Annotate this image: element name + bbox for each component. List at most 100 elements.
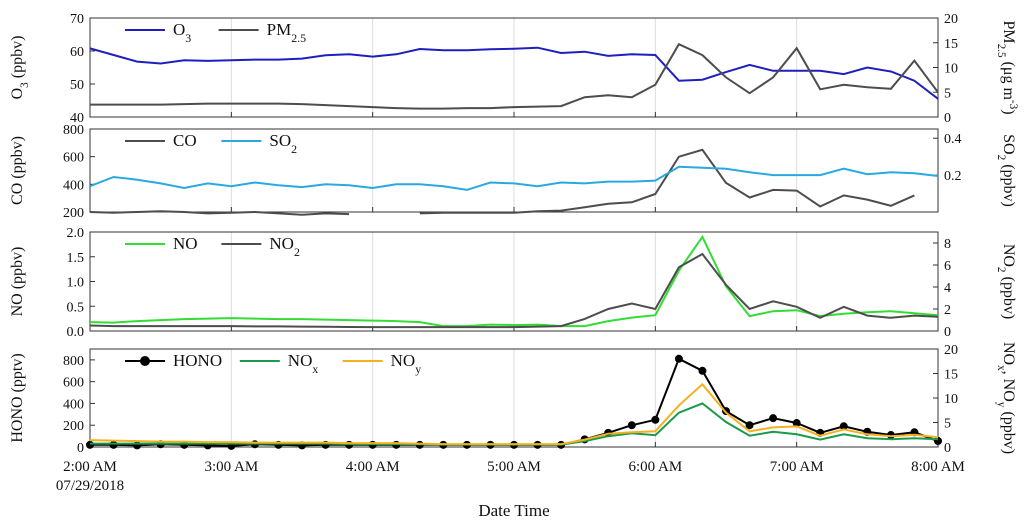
- right-tick-label-1: 0.4: [944, 132, 962, 147]
- series-line: [89, 234, 939, 328]
- legend-label: NO: [173, 234, 198, 253]
- right-tick-label-2: 10: [944, 62, 958, 77]
- right-axis-title-part-2: , NO: [1000, 371, 1017, 402]
- right-axis-title-part-0: NO: [1000, 244, 1017, 267]
- series-line: [89, 252, 939, 329]
- legend-label-part-0: NO: [173, 234, 198, 253]
- x-tick-label-2: 4:00 AM: [346, 459, 400, 475]
- right-axis-title-part-3: y: [995, 402, 1007, 408]
- right-tick-label-4: 20: [944, 12, 958, 27]
- left-tick-label-2: 60: [70, 45, 84, 60]
- x-tick-label-5: 7:00 AM: [770, 459, 824, 475]
- x-axis-title: Date Time: [478, 501, 549, 520]
- left-tick-label-2: 600: [63, 151, 84, 166]
- data-point-23: [627, 421, 636, 430]
- right-axis-title-part-2: (μg m: [1000, 58, 1017, 101]
- series-line: [89, 165, 939, 191]
- left-tick-label-2: 400: [63, 397, 84, 412]
- data-point-26: [698, 366, 707, 375]
- legend-label-part-1: x: [312, 362, 318, 376]
- right-axis-title-part-4: -3: [1007, 100, 1019, 110]
- legend-label-part-0: O: [173, 20, 185, 39]
- series-line: [89, 46, 939, 100]
- left-tick-label-2: 1.0: [67, 276, 85, 291]
- data-point-1: [109, 440, 118, 449]
- right-axis-title-part-5: ): [1000, 109, 1017, 114]
- legend-label-part-1: 2: [291, 142, 297, 156]
- x-tick-label-3: 5:00 AM: [487, 459, 541, 475]
- series-no: [89, 234, 939, 328]
- right-axis-title: NOx, NOy (ppbv): [995, 342, 1017, 454]
- legend-label-part-0: CO: [173, 131, 197, 150]
- legend-item-2: NOy: [342, 351, 422, 376]
- legend-label: CO: [173, 131, 197, 150]
- series-o3: [89, 46, 939, 100]
- left-tick-label-1: 50: [70, 78, 84, 93]
- right-axis-title-part-5: (ppbv): [1000, 407, 1017, 454]
- legend: HONO NOx NOy: [125, 351, 421, 376]
- right-tick-label-2: 4: [944, 281, 951, 296]
- left-tick-label-4: 800: [63, 354, 84, 369]
- left-axis-title: HONO (pptv): [9, 353, 26, 442]
- legend-label-part-0: SO: [269, 131, 291, 150]
- series-so2: [89, 165, 939, 191]
- left-tick-label-0: 0: [77, 441, 84, 456]
- legend: NO NO2: [125, 234, 300, 259]
- left-axis-title: CO (ppbv): [9, 136, 26, 205]
- right-axis-title-part-1: 2: [995, 267, 1007, 273]
- legend-label: NOy: [391, 351, 422, 376]
- legend-label-part-1: y: [415, 362, 421, 376]
- legend-item-1: SO2: [221, 131, 297, 156]
- right-tick-label-3: 6: [944, 259, 951, 274]
- x-tick-label-4: 6:00 AM: [628, 459, 682, 475]
- left-tick-label-0: 40: [70, 111, 84, 126]
- legend-label: O3: [173, 20, 191, 45]
- left-tick-label-3: 1.5: [67, 251, 85, 266]
- left-axis-title-part-2: (ppbv): [9, 36, 26, 83]
- right-axis-title-part-1: x: [995, 365, 1007, 371]
- legend-item-1: NO2: [221, 234, 300, 259]
- right-tick-label-0: 0: [944, 441, 951, 456]
- legend-label-part-1: 3: [185, 31, 191, 45]
- series-line: [89, 382, 939, 446]
- data-point-0: [86, 440, 94, 449]
- right-axis-title-part-0: PM: [1000, 20, 1017, 43]
- left-tick-label-1: 200: [63, 419, 84, 434]
- right-tick-label-3: 15: [944, 368, 958, 383]
- data-point-30: [792, 419, 801, 428]
- legend-label-part-0: HONO: [173, 351, 222, 370]
- legend-label-part-0: PM: [267, 20, 292, 39]
- data-point-28: [745, 421, 754, 430]
- left-tick-label-3: 800: [63, 123, 84, 138]
- legend-item-0: NO: [125, 234, 198, 253]
- right-axis-title: NO2 (ppbv): [995, 244, 1017, 319]
- right-tick-label-0: 0: [944, 111, 951, 126]
- left-axis-title-part-0: CO (ppbv): [9, 136, 26, 205]
- legend-item-1: NOx: [239, 351, 318, 376]
- legend-label-part-0: NO: [269, 234, 294, 253]
- right-axis-title-part-2: (ppbv): [1000, 160, 1017, 207]
- x-tick-label-0: 2:00 AM: [63, 459, 117, 475]
- series-co: [89, 148, 915, 216]
- left-tick-label-1: 0.5: [67, 300, 85, 315]
- left-axis-title-part-0: HONO (pptv): [9, 353, 26, 442]
- right-tick-label-2: 10: [944, 392, 958, 407]
- legend-label: HONO: [173, 351, 222, 370]
- data-point-32: [839, 422, 848, 431]
- legend-label: SO2: [269, 131, 297, 156]
- left-tick-label-1: 400: [63, 178, 84, 193]
- right-tick-label-4: 20: [944, 343, 958, 358]
- right-tick-label-1: 5: [944, 86, 951, 101]
- x-axis: 2:00 AM 07/29/2018 3:00 AM 4:00 AM 5:00 AM 6:…: [56, 459, 965, 520]
- right-tick-label-1: 2: [944, 303, 951, 318]
- x-tick-sublabel-0: 07/29/2018: [56, 478, 124, 494]
- left-axis-title-part-0: NO (ppbv): [9, 247, 26, 317]
- right-axis-title: PM2.5 (μg m-3): [995, 20, 1019, 114]
- left-tick-label-0: 200: [63, 206, 84, 221]
- right-axis-title-part-0: SO: [1000, 134, 1017, 154]
- legend: O3 PM2.5: [125, 20, 306, 45]
